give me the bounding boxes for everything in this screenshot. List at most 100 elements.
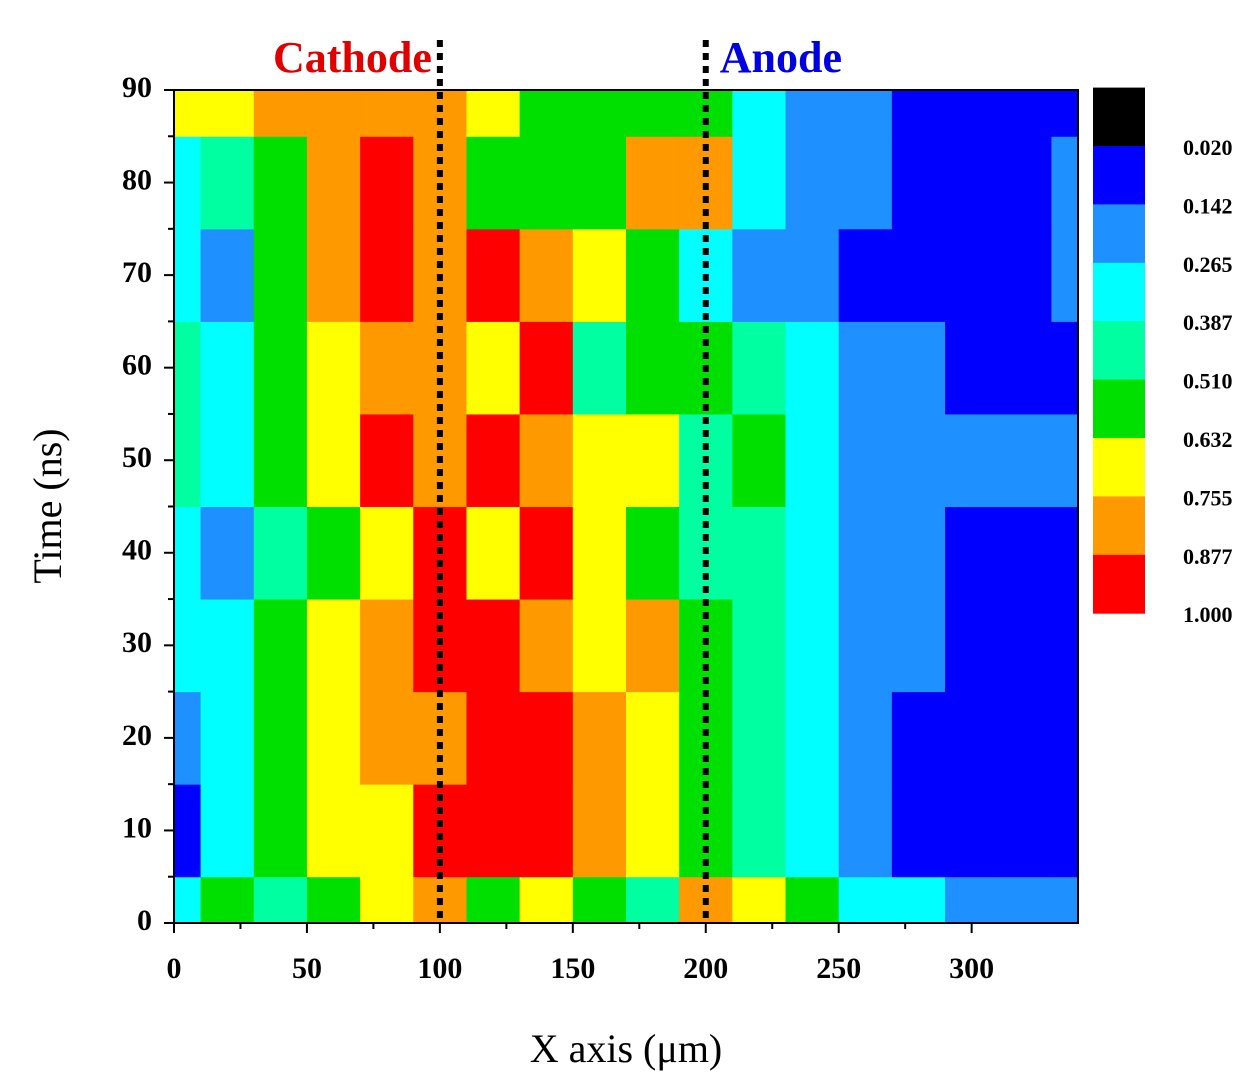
contour-cell — [998, 136, 1052, 230]
contour-cell — [732, 136, 787, 230]
contour-cell — [945, 321, 999, 415]
contour-cell — [732, 228, 787, 322]
contour-cell — [519, 506, 574, 600]
contour-cell — [732, 599, 787, 693]
contour-cell — [466, 136, 521, 230]
contour-cell — [360, 876, 414, 923]
contour-cell — [519, 599, 574, 693]
contour-cell — [174, 321, 202, 415]
colorbar-band — [1093, 321, 1145, 381]
contour-cell — [945, 691, 999, 785]
colorbar-label: 0.755 — [1183, 485, 1233, 510]
contour-cell — [306, 506, 361, 600]
y-tick-label: 30 — [122, 626, 152, 659]
contour-cell — [838, 784, 893, 878]
contour-cell — [838, 90, 893, 137]
contour-cell — [838, 136, 893, 230]
contour-cell — [572, 321, 627, 415]
contour-cell — [466, 599, 521, 693]
contour-cell — [200, 90, 255, 137]
contour-cell — [253, 691, 308, 785]
colorbar-band — [1093, 146, 1145, 205]
contour-cell — [626, 90, 680, 137]
contour-cell — [626, 876, 680, 923]
contour-cell — [200, 136, 255, 230]
contour-cell — [360, 691, 414, 785]
contour-cell — [572, 136, 627, 230]
contour-cell — [1051, 876, 1078, 923]
contour-cell — [945, 784, 999, 878]
contour-cell — [200, 506, 255, 600]
contour-cell — [732, 321, 787, 415]
contour-cell — [360, 413, 414, 507]
y-tick-label: 0 — [137, 904, 152, 937]
contour-cell — [572, 691, 627, 785]
contour-cell — [998, 599, 1052, 693]
contour-cell — [945, 506, 999, 600]
contour-cell — [785, 413, 840, 507]
contour-cell — [626, 599, 680, 693]
colorbar-band — [1093, 496, 1145, 556]
contour-cell — [360, 136, 414, 230]
contour-cell — [998, 691, 1052, 785]
contour-cell — [174, 599, 202, 693]
contour-cell — [360, 784, 414, 878]
contour-cell — [945, 876, 999, 923]
contour-cell — [360, 90, 414, 137]
contour-cell — [306, 876, 361, 923]
contour-cell — [891, 228, 946, 322]
contour-cell — [253, 321, 308, 415]
colorbar-band — [1093, 204, 1145, 264]
contour-cell — [891, 321, 946, 415]
contour-cell — [466, 413, 521, 507]
contour-cell — [785, 321, 840, 415]
contour-cell — [253, 506, 308, 600]
marker-label: Cathode — [273, 33, 432, 82]
contour-cell — [945, 599, 999, 693]
contour-cell — [998, 90, 1052, 137]
contour-cell — [306, 784, 361, 878]
x-tick-label: 50 — [292, 952, 322, 985]
colorbar-label: 0.387 — [1183, 310, 1233, 335]
contour-cell — [519, 136, 574, 230]
x-tick-label: 150 — [550, 952, 595, 985]
contour-cell — [785, 136, 840, 230]
contour-cell — [174, 876, 202, 923]
contour-cell — [732, 691, 787, 785]
contour-cell — [306, 321, 361, 415]
contour-cell — [466, 321, 521, 415]
contour-cell — [891, 876, 946, 923]
contour-cell — [998, 506, 1052, 600]
y-tick-label: 20 — [122, 719, 152, 752]
contour-cell — [732, 413, 787, 507]
marker-label: Anode — [720, 33, 842, 82]
contour-cell — [200, 321, 255, 415]
x-tick-label: 300 — [949, 952, 994, 985]
contour-cell — [1051, 599, 1078, 693]
contour-cell — [891, 784, 946, 878]
contour-cell — [360, 599, 414, 693]
contour-cell — [838, 321, 893, 415]
contour-cell — [200, 691, 255, 785]
y-tick-label: 50 — [122, 441, 152, 474]
contour-cell — [891, 691, 946, 785]
contour-cell — [945, 90, 999, 137]
contour-cell — [572, 90, 627, 137]
contour-cell — [785, 90, 840, 137]
contour-cell — [838, 506, 893, 600]
y-tick-label: 40 — [122, 534, 152, 567]
contour-cell — [466, 876, 521, 923]
contour-cell — [838, 413, 893, 507]
contour-cell — [732, 784, 787, 878]
contour-cell — [360, 228, 414, 322]
y-axis-title: Time (ns) — [25, 428, 70, 583]
contour-cell — [174, 228, 202, 322]
y-tick-label: 90 — [122, 71, 152, 104]
contour-cell — [200, 784, 255, 878]
contour-cell — [891, 506, 946, 600]
contour-cell — [626, 321, 680, 415]
contour-cell — [306, 691, 361, 785]
contour-field — [174, 90, 1078, 923]
contour-cell — [253, 228, 308, 322]
